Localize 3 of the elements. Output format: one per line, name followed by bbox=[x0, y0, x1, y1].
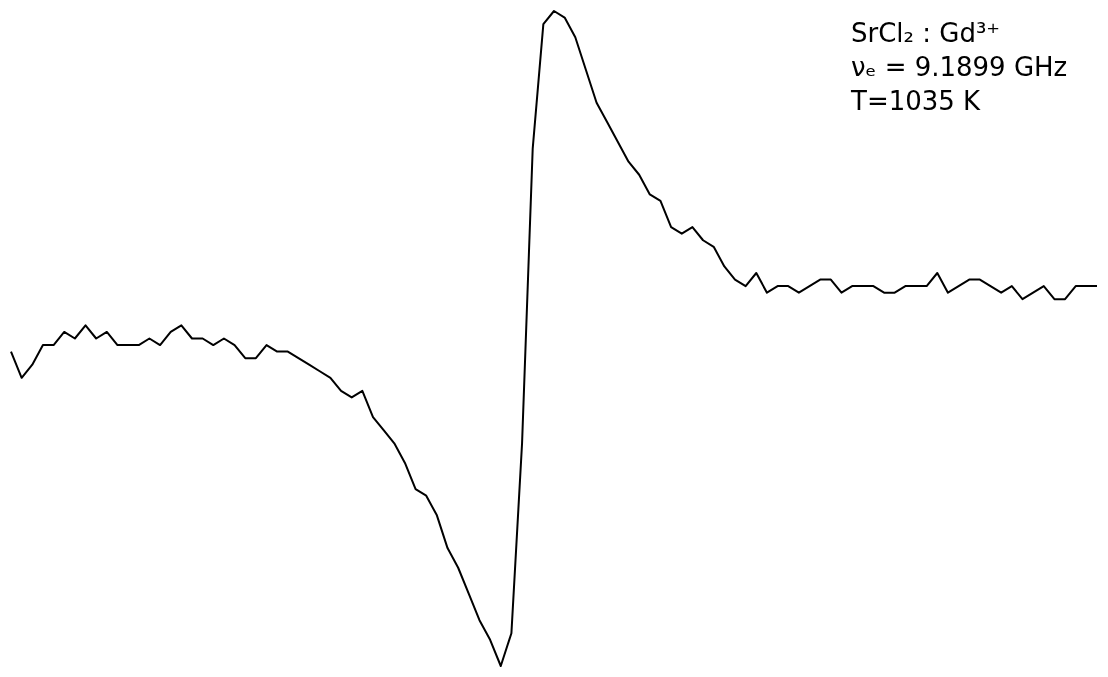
annotation: νₑ = 9.1899 GHz bbox=[851, 52, 1068, 82]
annotation: T=1035 K bbox=[850, 86, 982, 116]
annotation: SrCl₂ : Gd³⁺ bbox=[851, 18, 1001, 48]
